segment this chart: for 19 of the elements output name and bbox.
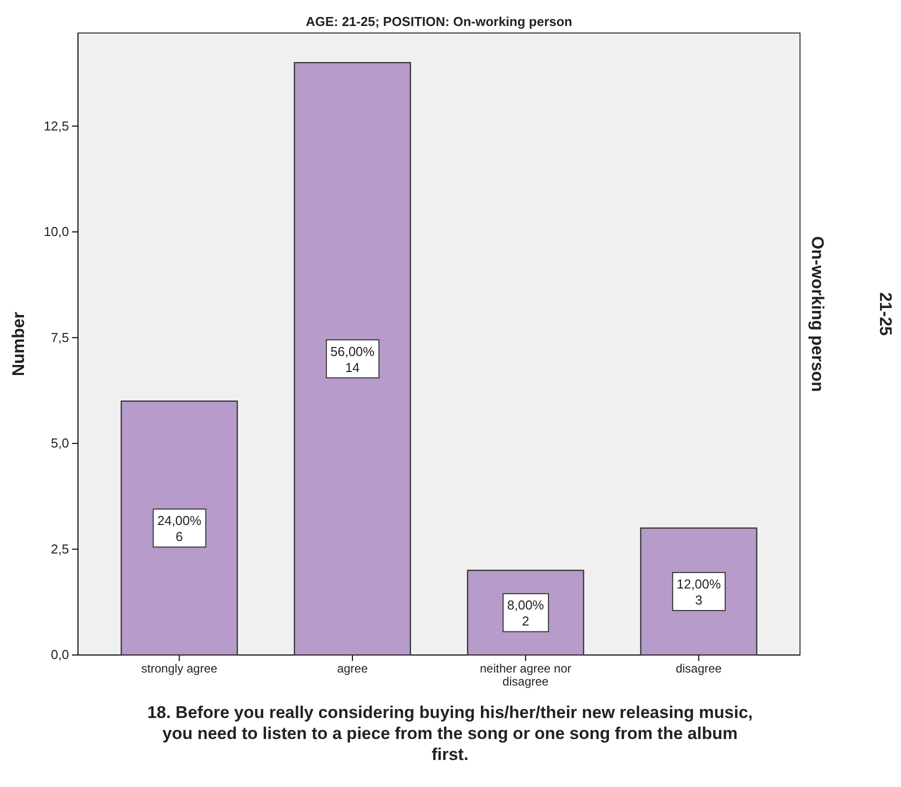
chart-title: AGE: 21-25; POSITION: On-working person bbox=[306, 14, 572, 29]
data-label: 56,00% 14 bbox=[330, 344, 375, 375]
x-axis-title: 18. Before you really considering buying his/her/their new releasing music, you need to listen to a piece from the song or one song from the album first. bbox=[147, 703, 753, 764]
y-tick-label: 7,5 bbox=[50, 330, 69, 345]
y-tick-label: 2,5 bbox=[50, 541, 69, 556]
data-label: 24,00% 6 bbox=[157, 513, 202, 544]
y-tick-label: 12,5 bbox=[44, 118, 69, 134]
data-label: 8,00% 2 bbox=[507, 598, 544, 629]
x-tick-label: agree bbox=[337, 662, 368, 676]
y-tick-label: 5,0 bbox=[50, 436, 69, 451]
data-label: 12,00% 3 bbox=[676, 576, 722, 608]
text: On-working person bbox=[808, 236, 827, 392]
x-tick-label: disagree bbox=[676, 662, 722, 676]
x-tick-label: strongly agree bbox=[141, 662, 218, 676]
y-tick-label: 10,0 bbox=[44, 224, 69, 240]
y-axis-title: Number bbox=[9, 312, 28, 376]
x-tick-label: neither agree nor disagree bbox=[480, 662, 572, 689]
y-tick-label: 0,0 bbox=[50, 647, 69, 662]
text: 21-25 bbox=[876, 292, 895, 336]
